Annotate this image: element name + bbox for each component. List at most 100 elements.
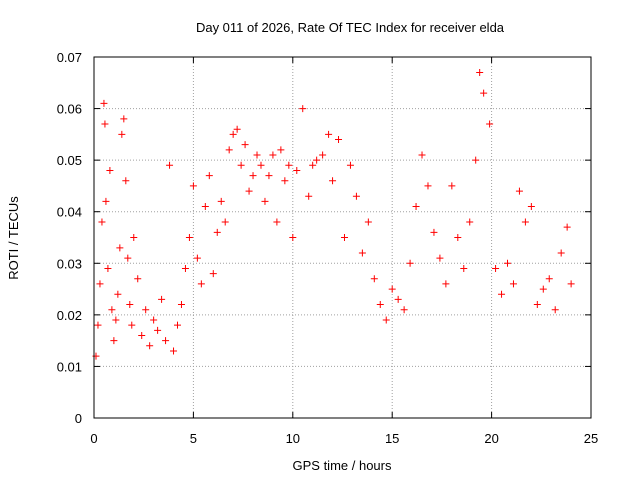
data-point — [376, 301, 384, 309]
data-point — [96, 280, 104, 288]
x-tick-labels: 0 5 10 15 20 25 — [90, 431, 598, 446]
x-tick-label: 20 — [484, 431, 498, 446]
data-point — [173, 321, 181, 329]
data-point — [539, 285, 547, 293]
data-point — [370, 275, 378, 283]
data-point — [154, 326, 162, 334]
data-point — [486, 120, 494, 128]
x-axis-label: GPS time / hours — [293, 458, 392, 473]
data-point — [201, 203, 209, 211]
data-point — [94, 321, 102, 329]
data-point — [225, 146, 233, 154]
data-point — [492, 264, 500, 272]
data-point — [197, 280, 205, 288]
data-point — [237, 161, 245, 169]
y-tick-label: 0.04 — [57, 205, 82, 220]
data-point — [124, 254, 132, 262]
data-point — [285, 161, 293, 169]
data-point — [150, 316, 158, 324]
data-point — [299, 105, 307, 113]
data-point — [309, 161, 317, 169]
data-point — [253, 151, 261, 159]
x-tick-label: 15 — [385, 431, 399, 446]
data-point — [158, 295, 166, 303]
data-point — [265, 172, 273, 180]
plot-frame — [93, 56, 592, 419]
data-point — [424, 182, 432, 190]
data-point — [122, 177, 130, 185]
data-point — [138, 331, 146, 339]
data-point — [257, 161, 265, 169]
y-tick-label: 0.02 — [57, 308, 82, 323]
data-point — [189, 182, 197, 190]
data-point — [106, 166, 114, 174]
data-point — [448, 182, 456, 190]
data-point — [102, 197, 110, 205]
data-point — [382, 316, 390, 324]
y-tick-label: 0.05 — [57, 153, 82, 168]
data-point — [504, 259, 512, 267]
data-point — [466, 218, 474, 226]
data-point — [545, 275, 553, 283]
data-point — [557, 249, 565, 257]
data-point — [108, 306, 116, 314]
data-point — [213, 228, 221, 236]
data-point — [170, 347, 178, 355]
y-tick-label: 0.06 — [57, 102, 82, 117]
data-point — [313, 156, 321, 164]
data-point — [104, 264, 112, 272]
data-point — [100, 99, 108, 107]
x-tick-label: 10 — [286, 431, 300, 446]
data-point — [205, 172, 213, 180]
data-point — [346, 161, 354, 169]
data-point — [130, 234, 138, 241]
data-point — [245, 187, 253, 195]
data-point — [305, 192, 313, 200]
data-point — [126, 301, 134, 309]
axis-ticks — [93, 56, 592, 419]
data-point — [515, 187, 523, 195]
data-point — [521, 218, 529, 226]
data-point — [185, 234, 193, 241]
data-point — [116, 244, 124, 252]
x-tick-label: 25 — [584, 431, 598, 446]
y-axis-label: ROTI / TECUs — [6, 196, 21, 280]
data-point — [418, 151, 426, 159]
data-point — [146, 342, 154, 350]
data-point — [193, 254, 201, 262]
data-point — [364, 218, 372, 226]
data-point — [436, 254, 444, 262]
y-tick-labels: 0 0.01 0.02 0.03 0.04 0.05 0.06 0.07 — [57, 50, 82, 426]
data-point — [400, 306, 408, 314]
data-point — [118, 130, 126, 138]
data-point — [110, 337, 118, 345]
data-point — [273, 218, 281, 226]
data-point — [340, 234, 348, 241]
data-point — [533, 301, 541, 309]
data-point — [98, 218, 106, 226]
data-point — [289, 234, 297, 241]
data-point — [430, 228, 438, 236]
data-point — [114, 290, 122, 298]
data-point — [112, 316, 120, 324]
data-point — [249, 172, 257, 180]
data-point — [269, 151, 277, 159]
data-point — [128, 321, 136, 329]
y-tick-label: 0 — [75, 411, 82, 426]
data-point — [134, 275, 142, 283]
data-point — [221, 218, 229, 226]
data-point — [120, 115, 128, 123]
data-point — [460, 264, 468, 272]
data-point — [166, 161, 174, 169]
data-points — [92, 68, 575, 360]
y-tick-label: 0.07 — [57, 50, 82, 65]
data-point — [358, 249, 366, 257]
data-point — [563, 223, 571, 231]
data-point — [177, 301, 185, 309]
data-point — [388, 285, 396, 293]
data-point — [567, 280, 575, 288]
data-point — [480, 89, 488, 97]
data-point — [527, 203, 535, 211]
